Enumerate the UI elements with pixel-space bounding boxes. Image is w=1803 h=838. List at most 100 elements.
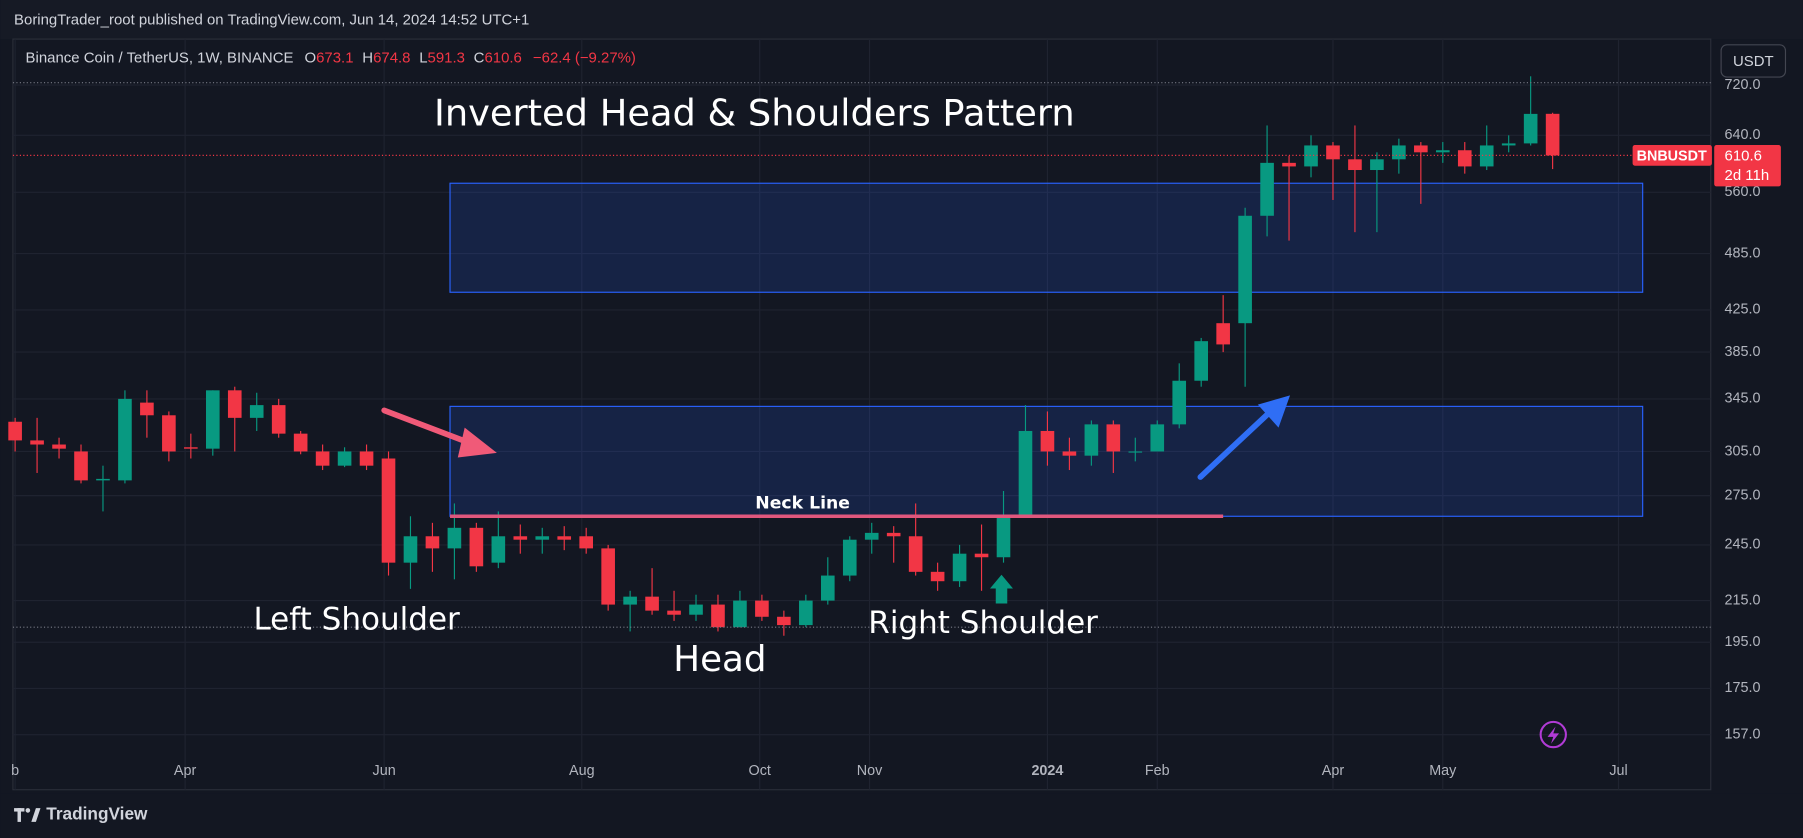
candle-body — [535, 536, 550, 540]
candle-body — [667, 610, 681, 615]
legend-change: −62.4 (−9.27%) — [533, 50, 636, 67]
candle-body — [930, 571, 945, 582]
header-bar — [0, 0, 1803, 40]
candle-body — [30, 440, 44, 445]
candle-body — [1523, 113, 1538, 144]
candle-body — [711, 604, 725, 628]
blue-arrow — [1197, 395, 1291, 480]
candle-body — [8, 421, 22, 441]
legend-key: O — [305, 50, 317, 67]
candle-body — [293, 433, 308, 452]
red-arrow — [381, 407, 497, 458]
candle-body — [249, 405, 264, 418]
x-tick-label: Jun — [373, 763, 396, 779]
y-tick-label: 560.0 — [1725, 184, 1761, 200]
candle-body — [469, 527, 484, 567]
legend-low: 591.3 — [428, 50, 465, 67]
candle-body — [1194, 341, 1208, 381]
annotation: Left Shoulder — [253, 602, 460, 638]
candle-body — [1457, 150, 1472, 167]
currency-button[interactable] — [1720, 44, 1787, 78]
symbol-legend: Binance Coin / TetherUS, 1W, BINANCE O67… — [26, 50, 636, 67]
legend-high: 674.8 — [373, 50, 410, 67]
arrow-shaft — [381, 407, 475, 447]
candle-body — [996, 516, 1011, 558]
candle-body — [74, 451, 88, 481]
legend-key: L — [419, 50, 427, 67]
candle-body — [645, 596, 659, 611]
y-tick-label: 305.0 — [1725, 443, 1761, 459]
candle-body — [579, 536, 593, 549]
x-tick-label: Oct — [749, 763, 771, 779]
x-tick-label: Feb — [1145, 763, 1170, 779]
candle-body — [601, 548, 615, 605]
candle-body — [227, 390, 242, 418]
candle-body — [1084, 424, 1099, 456]
candle-body — [733, 600, 747, 628]
candle-body — [425, 536, 440, 549]
y-tick-label: 720.0 — [1725, 77, 1761, 93]
legend-open: 673.1 — [316, 50, 353, 67]
overlays — [12, 82, 1711, 628]
x-tick-label: b — [11, 763, 19, 779]
y-tick-label: 345.0 — [1725, 391, 1761, 407]
candle-body — [1216, 323, 1230, 345]
currency: USDT — [1733, 53, 1774, 70]
candle-body — [1545, 113, 1560, 156]
candle-body — [1106, 424, 1121, 452]
candle-body — [1414, 145, 1428, 153]
zone — [449, 405, 1644, 517]
zones — [449, 182, 1644, 517]
logo-part — [31, 808, 41, 822]
y-tick-label: 215.0 — [1725, 592, 1761, 608]
candle-body — [1304, 145, 1318, 167]
candle-body — [1392, 145, 1406, 160]
candle-body — [1326, 145, 1340, 160]
x-tick-label: Jul — [1609, 763, 1627, 779]
y-tick-label: 485.0 — [1725, 245, 1761, 261]
alert-icon[interactable] — [1539, 720, 1567, 749]
candle-body — [1238, 215, 1252, 324]
candle-body — [1348, 159, 1362, 171]
y-tick-label: 195.0 — [1725, 634, 1761, 650]
candles — [8, 76, 1560, 636]
ticker-tag — [1632, 145, 1712, 166]
candle-body — [557, 536, 572, 540]
candle-body — [1501, 143, 1516, 146]
y-tick-label: 157.0 — [1725, 726, 1761, 742]
candle-body — [689, 604, 703, 615]
price-tag — [1714, 145, 1781, 187]
chart-title: Inverted Head & Shoulders Pattern — [434, 91, 1075, 134]
x-tick-label: Aug — [569, 763, 595, 779]
candle-body — [447, 527, 462, 549]
candle-body — [799, 600, 813, 626]
annotation: Head — [673, 639, 766, 680]
candle-body — [1282, 162, 1296, 167]
candle-body — [1260, 162, 1274, 216]
y-tick-label: 385.0 — [1725, 344, 1761, 360]
grid — [12, 39, 1711, 790]
y-tick-label: 425.0 — [1725, 302, 1761, 318]
candle-body — [162, 415, 176, 452]
x-tick-label: May — [1429, 763, 1457, 779]
candle-body — [205, 390, 220, 449]
logo-part — [25, 808, 31, 813]
logo-part — [17, 808, 21, 822]
y-tick-label: 245.0 — [1725, 537, 1761, 553]
ticker: BNBUSDT — [1637, 148, 1707, 164]
up-arrow — [990, 574, 1014, 604]
legend-close: 610.6 — [484, 50, 521, 67]
candle-body — [755, 600, 769, 617]
x-tick-label: Apr — [1322, 763, 1345, 779]
y-tick-label: 275.0 — [1725, 487, 1761, 503]
price-tag-label: 610.6 — [1725, 147, 1762, 164]
candle-body — [52, 444, 66, 449]
neck-line-label: Neck Line — [755, 493, 850, 513]
candle-body — [1435, 150, 1450, 153]
candle-body — [820, 575, 835, 601]
candle-body — [1479, 145, 1494, 167]
zone — [449, 182, 1644, 293]
candle-body — [96, 478, 110, 481]
candle-body — [491, 536, 506, 563]
candle-body — [271, 405, 286, 434]
